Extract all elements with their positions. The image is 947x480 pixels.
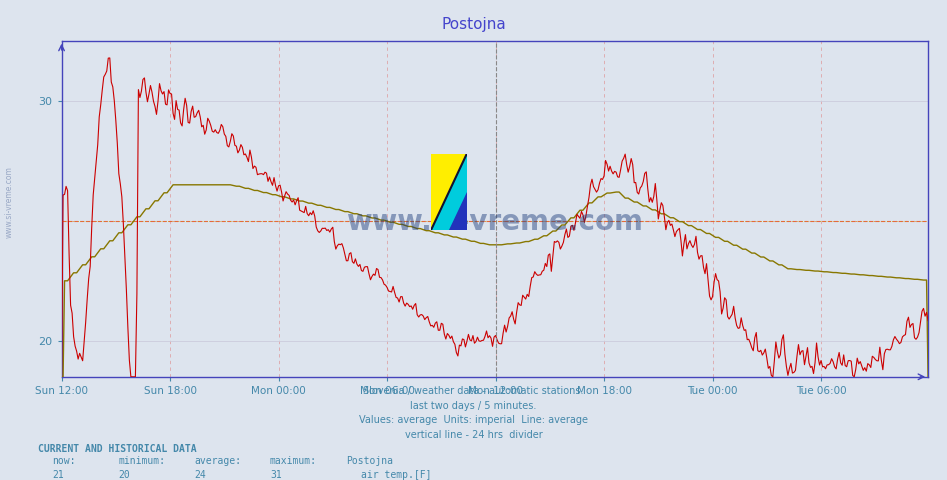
Text: air temp.[F]: air temp.[F] bbox=[361, 469, 431, 480]
Text: www.si-vreme.com: www.si-vreme.com bbox=[347, 208, 643, 236]
Text: 24: 24 bbox=[194, 469, 205, 480]
Text: Postojna: Postojna bbox=[441, 17, 506, 32]
Polygon shape bbox=[449, 192, 467, 230]
Text: minimum:: minimum: bbox=[118, 456, 166, 466]
Text: Postojna: Postojna bbox=[346, 456, 393, 466]
Text: now:: now: bbox=[52, 456, 76, 466]
Text: Values: average  Units: imperial  Line: average: Values: average Units: imperial Line: av… bbox=[359, 415, 588, 425]
Text: 31: 31 bbox=[270, 469, 281, 480]
Text: 20: 20 bbox=[118, 469, 130, 480]
Text: vertical line - 24 hrs  divider: vertical line - 24 hrs divider bbox=[404, 430, 543, 440]
Text: CURRENT AND HISTORICAL DATA: CURRENT AND HISTORICAL DATA bbox=[38, 444, 197, 454]
Text: average:: average: bbox=[194, 456, 241, 466]
Text: 21: 21 bbox=[52, 469, 63, 480]
Polygon shape bbox=[431, 154, 467, 230]
Polygon shape bbox=[431, 154, 467, 230]
Text: maximum:: maximum: bbox=[270, 456, 317, 466]
Text: last two days / 5 minutes.: last two days / 5 minutes. bbox=[410, 401, 537, 411]
Text: Slovenia / weather data - automatic stations.: Slovenia / weather data - automatic stat… bbox=[364, 386, 583, 396]
Text: www.si-vreme.com: www.si-vreme.com bbox=[5, 166, 14, 238]
